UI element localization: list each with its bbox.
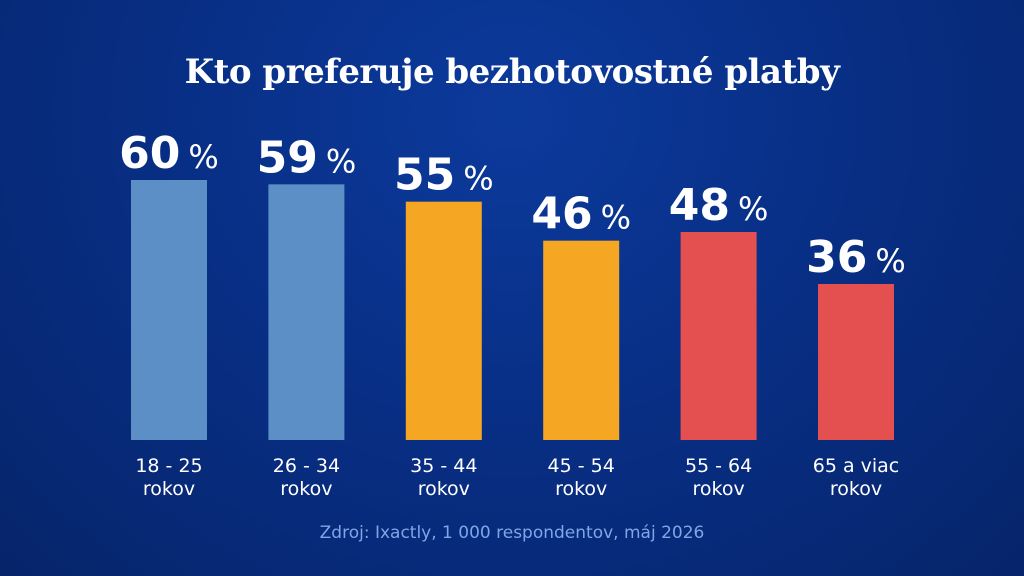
value-number-0: 60	[119, 128, 180, 179]
value-number-2: 55	[394, 150, 455, 201]
value-number-3: 46	[531, 189, 592, 240]
source-note: Zdroj: Ixactly, 1 000 respondentov, máj …	[319, 523, 705, 543]
category-line-4-0: 55 - 64	[685, 455, 752, 477]
category-label-1: 26 - 34 rokov	[273, 455, 340, 500]
value-label-5: 36%	[806, 232, 906, 283]
category-line-1-0: 26 - 34	[273, 455, 340, 477]
category-line-3-1: rokov	[555, 478, 607, 500]
category-line-5-0: 65 a viac	[813, 455, 900, 477]
chart-title: Kto preferuje bezhotovostné platby	[184, 52, 840, 92]
value-unit-5: %	[875, 242, 905, 280]
category-label-2: 35 - 44 rokov	[410, 455, 477, 500]
bar-1	[268, 184, 345, 440]
value-unit-0: %	[188, 138, 218, 176]
category-line-5-1: rokov	[830, 478, 882, 500]
bar-0	[131, 180, 207, 440]
value-label-0: 60%	[119, 128, 219, 179]
value-unit-2: %	[463, 160, 493, 198]
value-unit-1: %	[326, 142, 356, 180]
category-label-5: 65 a viac rokov	[813, 455, 900, 500]
value-unit-3: %	[601, 199, 631, 237]
value-number-1: 59	[257, 132, 318, 183]
value-number-4: 48	[669, 180, 730, 231]
value-label-2: 55%	[394, 150, 494, 201]
value-label-4: 48%	[669, 180, 769, 231]
category-line-0-1: rokov	[143, 478, 195, 500]
bar-5	[818, 284, 894, 440]
category-line-1-1: rokov	[280, 478, 332, 500]
value-label-1: 59%	[257, 132, 357, 183]
bar-4	[680, 232, 757, 440]
value-unit-4: %	[738, 190, 768, 228]
bar-2	[405, 201, 482, 440]
bar-3	[543, 240, 620, 440]
category-line-4-1: rokov	[692, 478, 744, 500]
value-label-3: 46%	[531, 189, 631, 240]
category-label-0: 18 - 25 rokov	[135, 455, 202, 500]
category-line-2-1: rokov	[418, 478, 470, 500]
category-label-4: 55 - 64 rokov	[685, 455, 752, 500]
category-line-0-0: 18 - 25	[135, 455, 202, 477]
category-line-3-0: 45 - 54	[548, 455, 615, 477]
value-number-5: 36	[806, 232, 867, 283]
category-label-3: 45 - 54 rokov	[548, 455, 615, 500]
category-line-2-0: 35 - 44	[410, 455, 477, 477]
